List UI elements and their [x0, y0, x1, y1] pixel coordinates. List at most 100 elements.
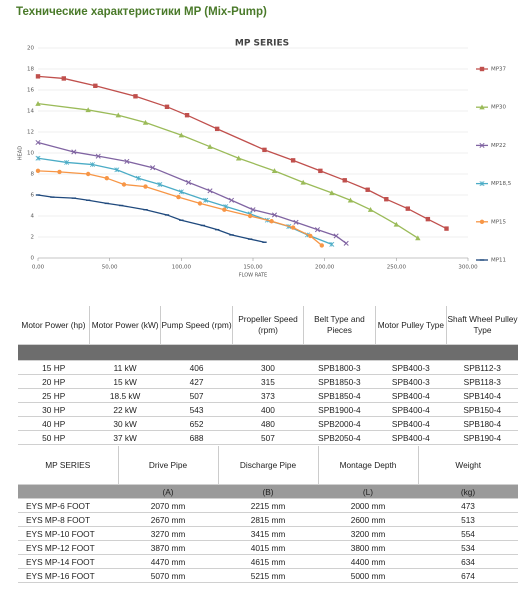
marker [405, 206, 410, 211]
marker [214, 126, 220, 132]
data-row: 50 HP 37 kW 688 507 SPB2050-4 SPB400-4 SPB190-… [18, 430, 518, 445]
marker [35, 155, 41, 161]
y-tick-label: 20 [27, 46, 34, 52]
cell: 30 HP [18, 402, 90, 417]
cell: 480 [232, 416, 304, 431]
cell: 50 HP [18, 430, 90, 445]
cell: 18.5 kW [89, 388, 161, 403]
band-cell [303, 344, 376, 361]
marker [176, 194, 181, 200]
cell: SPB400-3 [375, 374, 447, 389]
marker [393, 221, 400, 227]
marker [71, 149, 77, 155]
y-tick-label: 6 [31, 193, 35, 199]
cell: 634 [418, 554, 518, 569]
cell: 300 [232, 360, 304, 375]
marker [300, 179, 306, 185]
header-cell: Belt Type and Pieces [303, 306, 376, 345]
cell: EYS MP-16 FOOT [18, 568, 118, 583]
series [35, 194, 267, 243]
marker [228, 197, 235, 203]
cell: 40 HP [18, 416, 90, 431]
marker [367, 207, 374, 212]
x-tick-label: 50,00 [102, 265, 118, 271]
y-tick-label: 16 [27, 88, 34, 94]
marker [479, 104, 485, 110]
marker [85, 107, 91, 113]
marker [347, 197, 354, 203]
series-line [37, 103, 419, 239]
marker [415, 235, 421, 241]
band-cell [89, 344, 161, 361]
header-row: Motor Power (hp) Motor Power (kW) Pump Spe… [18, 306, 518, 345]
marker [384, 197, 389, 202]
cell: EYS MP-12 FOOT [18, 540, 118, 555]
cell: SPB400-4 [375, 402, 447, 417]
x-tick-label: 250,00 [387, 265, 407, 271]
series [35, 168, 324, 248]
cell: SPB400-4 [375, 388, 447, 403]
header-cell: Motor Power (kW) [89, 306, 162, 345]
data-row: 15 HP 11 kW 406 300 SPB1800-3 SPB400-3 SPB112-… [18, 360, 518, 375]
cell: 4400 mm [318, 554, 418, 569]
cell: 3800 mm [318, 540, 418, 555]
header-cell: Pump Speed (rpm) [160, 306, 233, 345]
marker [185, 179, 192, 185]
cell: SPB190-4 [446, 430, 518, 445]
marker [247, 213, 253, 219]
marker [250, 207, 256, 213]
data-row: EYS MP-6 FOOT 2070 mm 2215 mm 2000 mm 473 [18, 498, 518, 513]
cell: SPB400-4 [375, 416, 447, 431]
legend-label: MP30 [491, 105, 507, 111]
x-axis-label: FLOW RATE [239, 273, 267, 279]
cell: SPB118-3 [446, 374, 518, 389]
units-cell: (L) [318, 484, 418, 499]
y-tick-label: 4 [31, 214, 35, 220]
series-line [37, 194, 265, 243]
data-row: 40 HP 30 kW 652 480 SPB2000-4 SPB400-4 SPB180-… [18, 416, 518, 431]
header-cell: Drive Pipe [118, 446, 219, 485]
marker [318, 168, 323, 174]
cell: 554 [418, 526, 518, 541]
data-row: EYS MP-12 FOOT 3870 mm 4015 mm 3800 mm 534 [18, 540, 518, 555]
chart-title: MP SERIES [235, 39, 289, 49]
cell: 2600 mm [318, 512, 418, 527]
marker [150, 165, 156, 171]
series-line [37, 157, 333, 245]
header-cell: Weight [418, 446, 518, 485]
header-cell: Motor Pulley Type [375, 306, 448, 345]
marker [425, 216, 431, 222]
cell: SPB1850-4 [303, 388, 376, 403]
cell: 2215 mm [218, 498, 318, 513]
cell: 30 kW [89, 416, 161, 431]
cell: EYS MP-6 FOOT [18, 498, 118, 513]
legend-label: MP37 [491, 67, 507, 73]
marker [479, 181, 485, 187]
dimensions-table: MP SERIES Drive Pipe Discharge Pipe Montage… [18, 446, 518, 583]
cell: 22 kW [89, 402, 161, 417]
units-cell: (B) [218, 484, 318, 499]
units-row: (A) (B) (L) (kg) [18, 484, 518, 499]
marker [95, 153, 101, 159]
legend-label: MP18,5 [491, 181, 512, 187]
series-line [37, 141, 347, 244]
header-cell: Discharge Pipe [218, 446, 319, 485]
marker [114, 167, 120, 173]
marker [157, 182, 163, 187]
cell: 688 [160, 430, 233, 445]
cell: 513 [418, 512, 518, 527]
marker [64, 159, 70, 165]
marker [479, 66, 485, 72]
cell: 4470 mm [118, 554, 218, 569]
marker [329, 190, 335, 196]
header-cell: MP SERIES [18, 446, 119, 485]
marker [115, 112, 121, 118]
cell: SPB150-4 [446, 402, 518, 417]
marker [479, 219, 485, 224]
marker [89, 162, 95, 168]
cell: 4015 mm [218, 540, 318, 555]
specs-table: Motor Power (hp) Motor Power (kW) Pump Spe… [18, 306, 518, 445]
marker [178, 132, 185, 138]
marker [35, 100, 41, 106]
